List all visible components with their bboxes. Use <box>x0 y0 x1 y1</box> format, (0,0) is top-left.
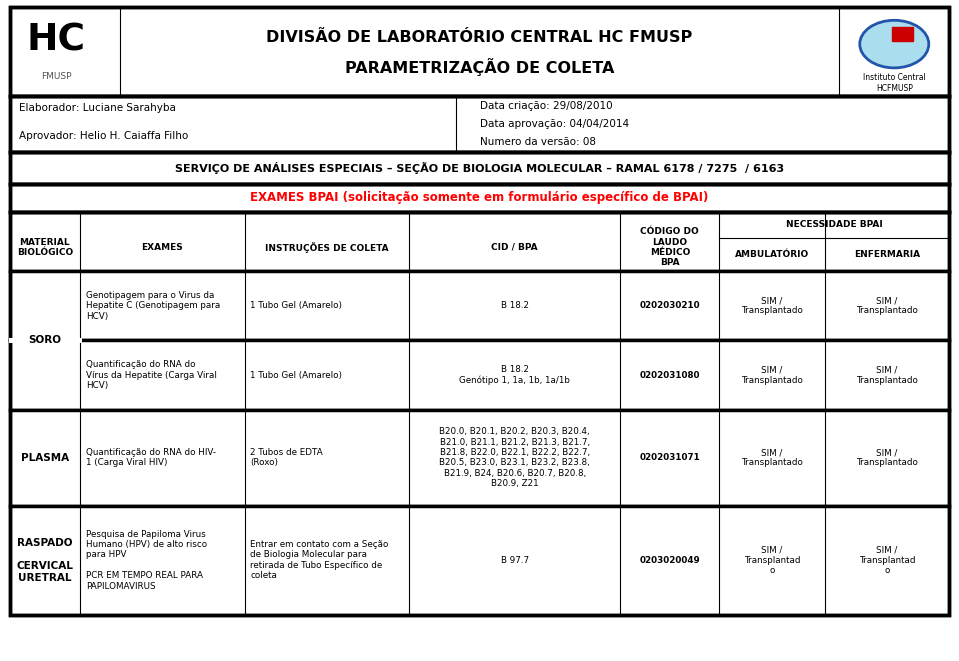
Bar <box>10 340 949 410</box>
Text: INSTRUÇÕES DE COLETA: INSTRUÇÕES DE COLETA <box>265 242 388 253</box>
Text: Elaborador: Luciane Sarahyba: Elaborador: Luciane Sarahyba <box>19 103 176 113</box>
Text: Quantificação do RNA do HIV-
1 (Carga Viral HIV): Quantificação do RNA do HIV- 1 (Carga Vi… <box>86 448 216 467</box>
Text: CÓDIGO DO
LAUDO
MÉDICO
BPA: CÓDIGO DO LAUDO MÉDICO BPA <box>641 227 699 267</box>
Text: NECESSIDADE BPAI: NECESSIDADE BPAI <box>786 220 882 229</box>
Bar <box>10 152 949 184</box>
Bar <box>10 184 949 212</box>
Bar <box>10 212 949 271</box>
Text: SIM /
Transplantado: SIM / Transplantado <box>856 448 918 467</box>
Text: 0203020049: 0203020049 <box>640 556 700 564</box>
Bar <box>10 7 949 96</box>
Text: Quantificação do RNA do
Vírus da Hepatite (Carga Viral
HCV): Quantificação do RNA do Vírus da Hepatit… <box>86 360 217 390</box>
Text: 0202031080: 0202031080 <box>640 371 700 379</box>
Text: Data aprovação: 04/04/2014: Data aprovação: 04/04/2014 <box>480 119 629 129</box>
Bar <box>10 96 949 152</box>
Text: SIM /
Transplantado: SIM / Transplantado <box>856 296 918 315</box>
Text: PARAMETRIZAÇÃO DE COLETA: PARAMETRIZAÇÃO DE COLETA <box>345 58 614 76</box>
Text: FMUSP: FMUSP <box>40 71 71 81</box>
Circle shape <box>860 20 928 68</box>
Text: SORO: SORO <box>29 335 61 346</box>
Text: EXAMES BPAI (solicitação somente em formulário específico de BPAI): EXAMES BPAI (solicitação somente em form… <box>250 191 709 204</box>
Text: SIM /
Transplantad
o: SIM / Transplantad o <box>744 545 800 575</box>
Text: B 97.7: B 97.7 <box>501 556 528 564</box>
Text: RASPADO

CERVICAL
URETRAL: RASPADO CERVICAL URETRAL <box>16 538 73 582</box>
Text: 0202031071: 0202031071 <box>640 453 700 462</box>
Text: SIM /
Transplantado: SIM / Transplantado <box>856 366 918 385</box>
Text: B20.0, B20.1, B20.2, B20.3, B20.4,
B21.0, B21.1, B21.2, B21.3, B21.7,
B21.8, B22: B20.0, B20.1, B20.2, B20.3, B20.4, B21.0… <box>439 427 590 488</box>
Text: Pesquisa de Papiloma Virus
Humano (HPV) de alto risco
para HPV

PCR EM TEMPO REA: Pesquisa de Papiloma Virus Humano (HPV) … <box>86 529 207 591</box>
Text: 1 Tubo Gel (Amarelo): 1 Tubo Gel (Amarelo) <box>250 301 342 310</box>
Text: SIM /
Transplantado: SIM / Transplantado <box>741 366 803 385</box>
Text: SIM /
Transplantad
o: SIM / Transplantad o <box>859 545 916 575</box>
Text: Aprovador: Helio H. Caiaffa Filho: Aprovador: Helio H. Caiaffa Filho <box>19 132 188 141</box>
Text: HCFMUSP: HCFMUSP <box>876 84 913 93</box>
Text: PLASMA: PLASMA <box>21 453 69 463</box>
Text: 0202030210: 0202030210 <box>640 301 700 310</box>
Text: Numero da versão: 08: Numero da versão: 08 <box>480 137 596 147</box>
Text: MATERIAL
BIOLÓGICO: MATERIAL BIOLÓGICO <box>16 237 73 257</box>
Bar <box>893 27 914 42</box>
Bar <box>10 152 949 184</box>
Text: Instituto Central: Instituto Central <box>863 73 925 83</box>
Text: DIVISÃO DE LABORATÓRIO CENTRAL HC FMUSP: DIVISÃO DE LABORATÓRIO CENTRAL HC FMUSP <box>267 30 692 46</box>
Bar <box>10 96 949 152</box>
Bar <box>10 212 949 615</box>
Bar <box>10 410 949 506</box>
Text: Entrar em contato com a Seção
de Biologia Molecular para
retirada de Tubo Especí: Entrar em contato com a Seção de Biologi… <box>250 540 388 580</box>
Text: B 18.2: B 18.2 <box>501 301 528 310</box>
Text: AMBULATÓRIO: AMBULATÓRIO <box>735 251 809 260</box>
Text: Data criação: 29/08/2010: Data criação: 29/08/2010 <box>480 101 612 111</box>
Bar <box>10 506 949 615</box>
Text: 1 Tubo Gel (Amarelo): 1 Tubo Gel (Amarelo) <box>250 371 342 379</box>
Bar <box>10 184 949 212</box>
Text: 2 Tubos de EDTA
(Roxo): 2 Tubos de EDTA (Roxo) <box>250 448 323 467</box>
Text: HC: HC <box>27 22 85 59</box>
Text: SIM /
Transplantado: SIM / Transplantado <box>741 296 803 315</box>
Text: CID / BPA: CID / BPA <box>491 243 538 252</box>
Text: EXAMES: EXAMES <box>141 243 183 252</box>
Bar <box>10 271 949 340</box>
Text: Genotipagem para o Virus da
Hepatite C (Genotipagem para
HCV): Genotipagem para o Virus da Hepatite C (… <box>86 291 220 321</box>
Text: B 18.2
Genótipo 1, 1a, 1b, 1a/1b: B 18.2 Genótipo 1, 1a, 1b, 1a/1b <box>459 365 571 385</box>
Bar <box>10 7 949 96</box>
Text: ENFERMARIA: ENFERMARIA <box>854 251 921 260</box>
Text: SERVIÇO DE ANÁLISES ESPECIAIS – SEÇÃO DE BIOLOGIA MOLECULAR – RAMAL 6178 / 7275 : SERVIÇO DE ANÁLISES ESPECIAIS – SEÇÃO DE… <box>175 162 784 174</box>
Text: SIM /
Transplantado: SIM / Transplantado <box>741 448 803 467</box>
